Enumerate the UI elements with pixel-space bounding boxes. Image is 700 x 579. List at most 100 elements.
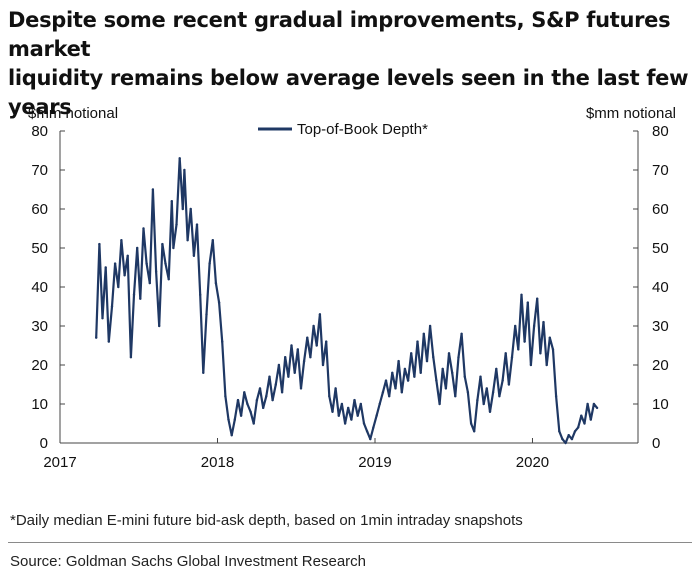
x-tick-label: 2019: [358, 454, 391, 471]
data-point: [479, 375, 482, 378]
data-point: [378, 402, 381, 406]
y-tick-right-label: 70: [652, 162, 669, 179]
y-tick-left-label: 50: [31, 240, 48, 257]
data-point: [252, 422, 255, 425]
data-point: [400, 391, 403, 394]
data-point: [381, 391, 385, 394]
data-point: [249, 410, 252, 413]
data-point: [438, 402, 441, 406]
data-point: [126, 254, 129, 257]
data-point: [410, 352, 413, 355]
data-point: [507, 383, 511, 386]
data-point: [466, 391, 470, 394]
y-tick-right-label: 40: [652, 279, 669, 296]
y-axis-left-label: $mm notional: [28, 105, 118, 122]
data-point: [95, 336, 98, 339]
y-tick-right-label: 0: [652, 435, 660, 452]
data-point: [526, 301, 529, 304]
data-point: [558, 430, 561, 433]
chart-title-line-2: liquidity remains below average levels s…: [8, 66, 689, 119]
data-point: [353, 398, 356, 402]
data-point: [290, 344, 293, 347]
data-point: [258, 387, 262, 390]
data-point: [181, 207, 184, 211]
legend: Top-of-Book Depth*: [258, 121, 428, 138]
data-point: [98, 242, 101, 246]
data-point: [347, 406, 350, 410]
data-point: [192, 254, 196, 257]
data-point: [397, 359, 400, 363]
data-point: [107, 340, 111, 343]
data-point: [236, 398, 240, 402]
data-point: [359, 402, 362, 406]
line-chart: $mm notional $mm notional 0 10 20 30 40 50 60 7…: [28, 105, 676, 471]
data-point: [129, 356, 133, 359]
data-point: [117, 285, 120, 289]
data-point: [334, 387, 337, 390]
data-point: [529, 363, 533, 367]
data-point: [280, 391, 284, 394]
y-axis-right-label: $mm notional: [586, 105, 676, 122]
legend-label: Top-of-Book Depth*: [297, 121, 428, 138]
y-ticks-left: 0 10 20 30 40 50 60 70 80: [31, 123, 65, 452]
data-point: [523, 340, 526, 343]
data-point: [265, 395, 268, 398]
y-tick-left-label: 70: [31, 162, 48, 179]
data-point: [394, 387, 397, 390]
y-tick-right-label: 20: [652, 357, 669, 374]
data-point: [239, 414, 243, 417]
data-point: [447, 352, 451, 355]
data-point: [306, 336, 309, 339]
data-point: [268, 375, 271, 378]
data-point: [577, 426, 580, 429]
data-point: [413, 375, 416, 378]
data-point: [224, 395, 227, 398]
y-tick-right-label: 60: [652, 201, 669, 218]
y-tick-left-label: 20: [31, 357, 48, 374]
data-point: [564, 441, 567, 445]
data-point: [514, 324, 517, 328]
data-point: [321, 363, 325, 367]
data-point: [271, 398, 274, 402]
y-tick-left-label: 30: [31, 318, 48, 335]
data-point: [296, 348, 299, 351]
data-point: [199, 293, 202, 296]
data-point: [548, 336, 551, 339]
data-point: [482, 402, 485, 406]
data-point: [205, 313, 208, 316]
data-point: [451, 371, 454, 374]
data-point: [583, 422, 586, 425]
data-point: [167, 278, 170, 281]
y-tick-right-label: 80: [652, 123, 669, 140]
data-point: [406, 379, 410, 382]
source-note: Source: Goldman Sachs Global Investment …: [10, 553, 367, 570]
y-tick-left-label: 80: [31, 123, 48, 140]
data-point: [302, 359, 306, 363]
y-tick-left-label: 0: [40, 435, 48, 452]
data-point: [142, 227, 145, 230]
data-point: [384, 379, 388, 382]
data-point: [318, 313, 322, 316]
data-point: [504, 352, 507, 355]
data-point: [315, 344, 318, 347]
data-point: [233, 418, 236, 421]
data-point: [101, 317, 104, 320]
data-point: [246, 402, 249, 406]
data-point: [498, 395, 501, 398]
data-point: [356, 414, 359, 417]
data-point: [148, 281, 151, 285]
data-point: [457, 356, 460, 359]
y-ticks-right: 0 10 20 30 40 50 60 70 80: [633, 123, 669, 452]
data-point: [542, 320, 545, 324]
data-point: [485, 387, 488, 390]
data-point: [592, 402, 596, 406]
data-point: [172, 246, 175, 250]
data-point: [331, 410, 334, 413]
x-ticks: 2017 2018 2019 2020: [43, 438, 549, 471]
data-point: [435, 379, 438, 382]
series-points: [95, 157, 599, 445]
data-point: [501, 379, 504, 382]
data-point: [120, 239, 123, 242]
data-point: [554, 395, 558, 398]
data-point: [473, 430, 476, 433]
